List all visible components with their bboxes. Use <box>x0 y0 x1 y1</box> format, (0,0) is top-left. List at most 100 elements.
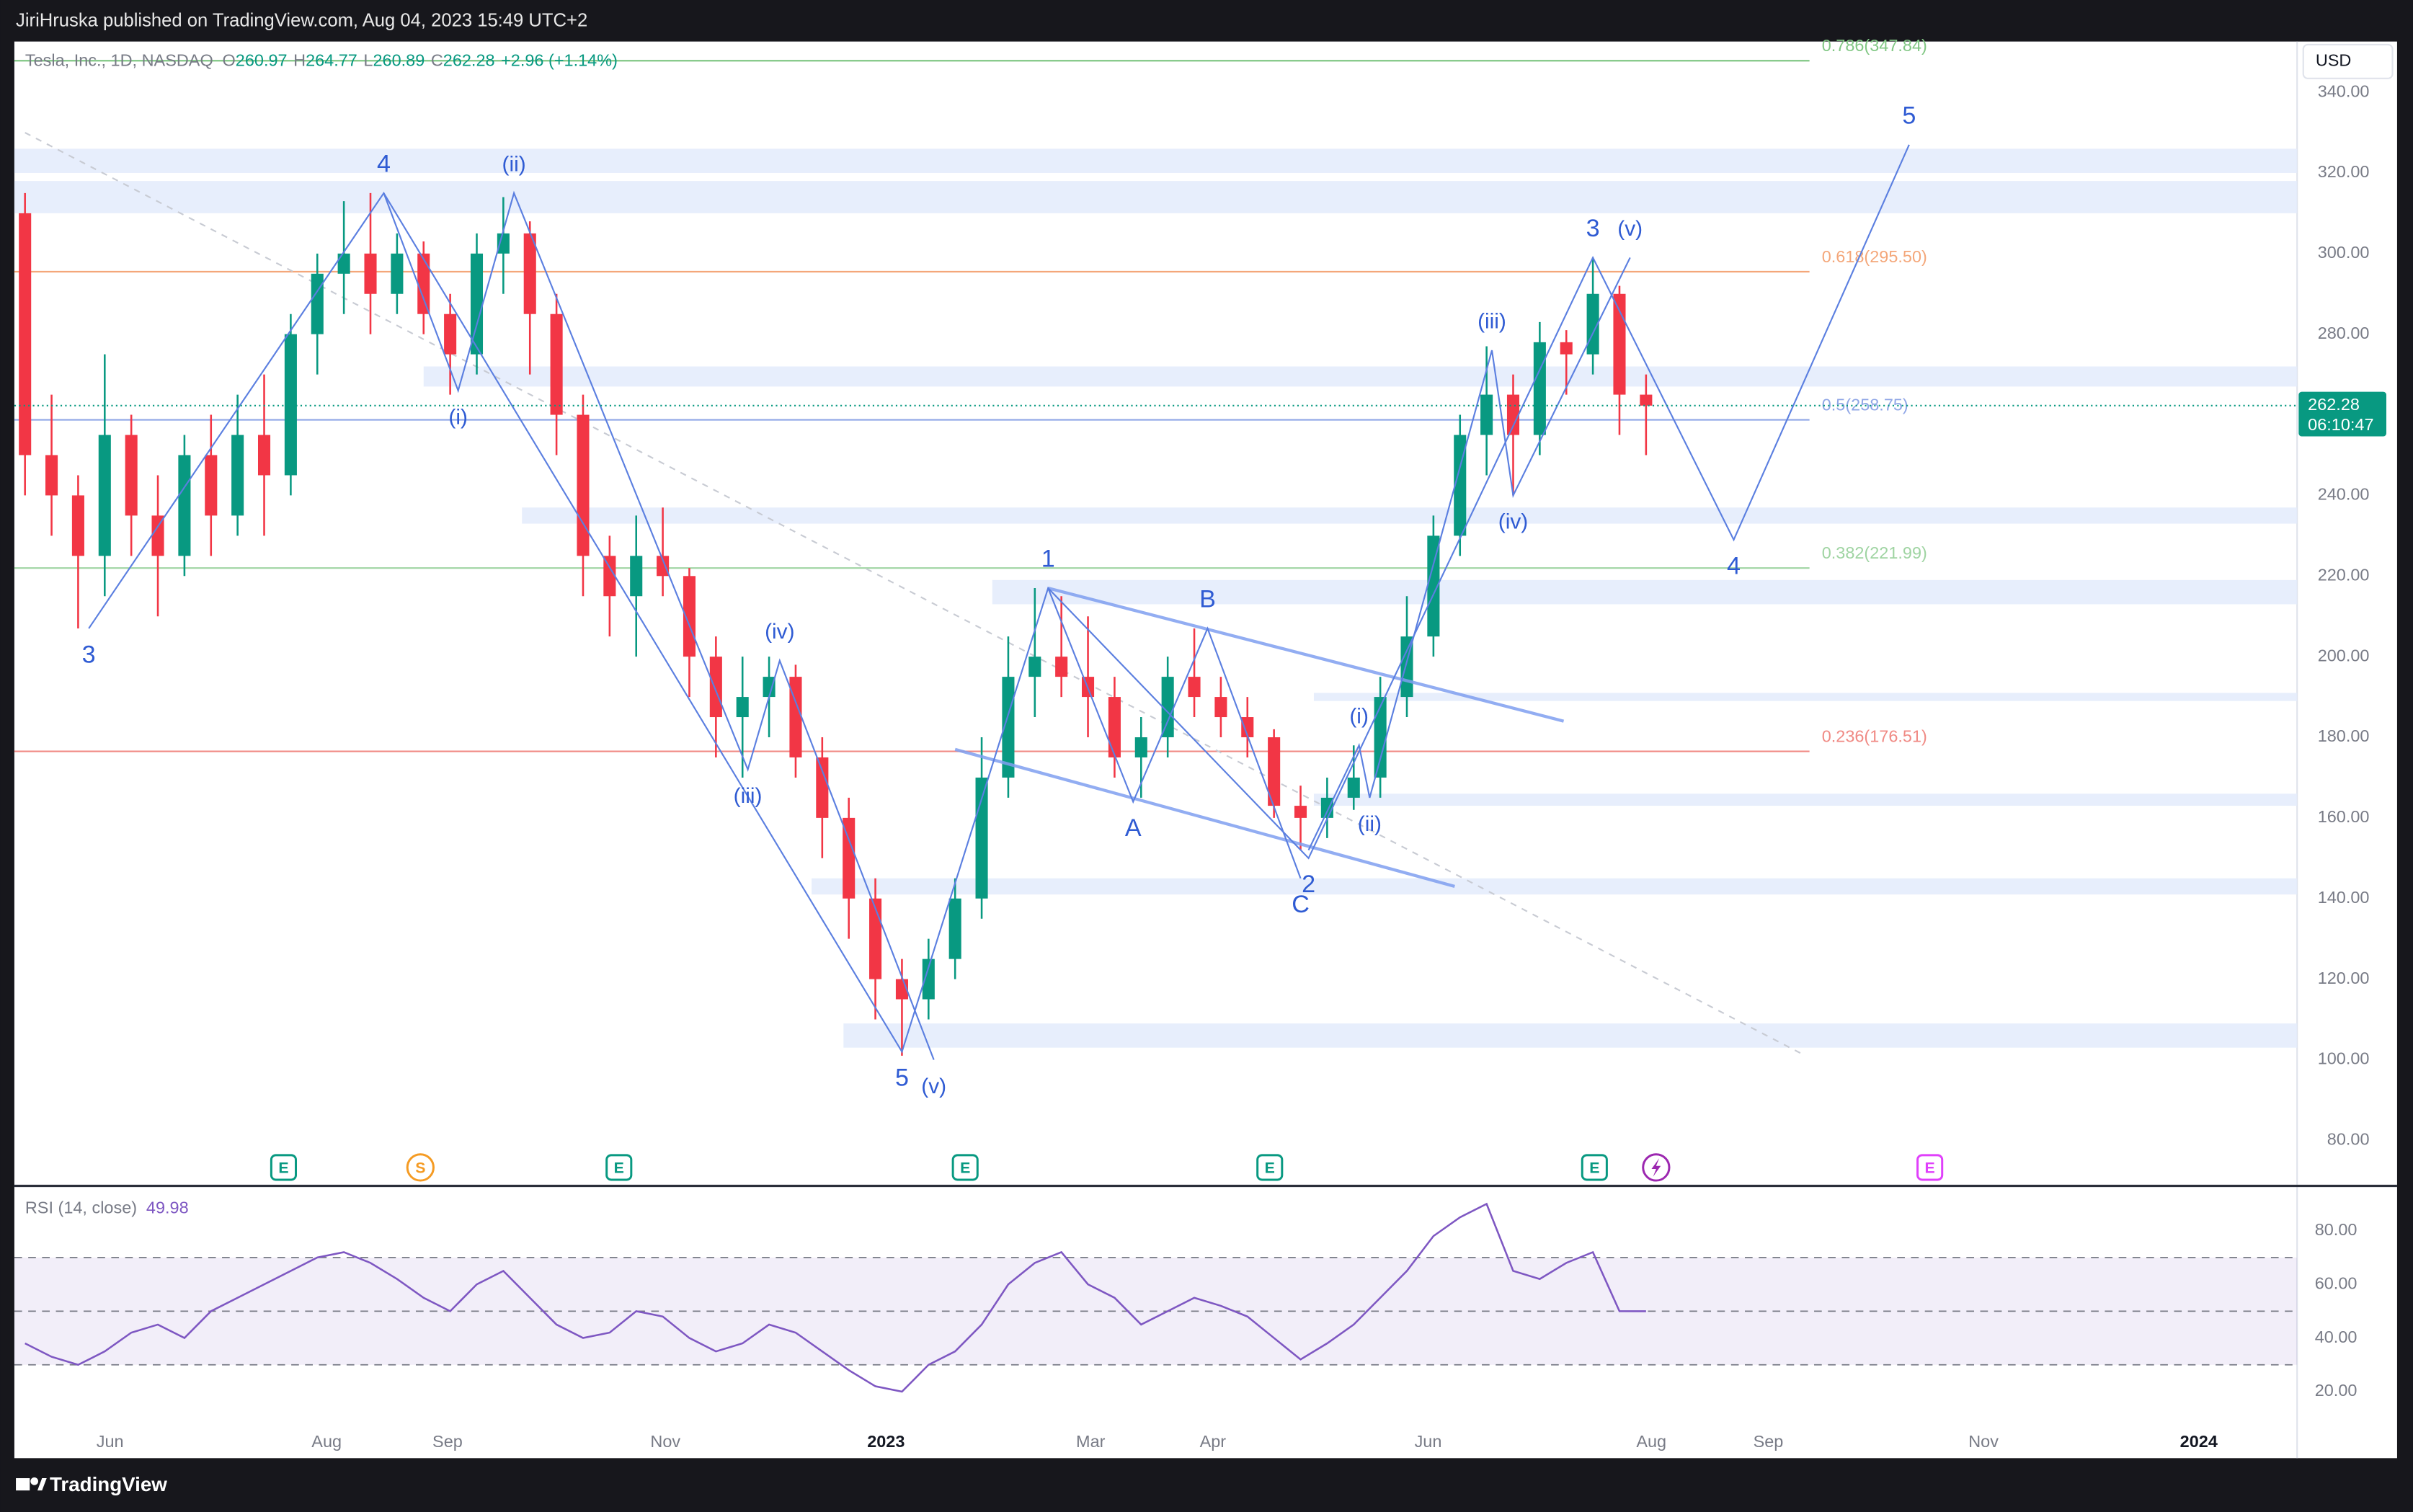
candle-body <box>843 817 856 899</box>
candle-body <box>1294 806 1307 818</box>
currency: USD <box>2316 51 2352 70</box>
x-tick-label: 2024 <box>2180 1432 2218 1451</box>
y-tick-label: 300.00 <box>2318 243 2370 262</box>
wave-label: (iv) <box>765 620 794 644</box>
y-tick-label: 80.00 <box>2327 1130 2370 1149</box>
price-tag <box>2298 391 2386 437</box>
y-tick-label: 340.00 <box>2318 81 2370 100</box>
wave-label: B <box>1199 586 1216 613</box>
candle-body <box>1533 342 1546 435</box>
wave-label: 3 <box>1586 215 1600 242</box>
candle-body <box>922 959 935 1000</box>
candle-body <box>789 677 802 757</box>
candle-body <box>311 273 324 334</box>
wave-label: (iii) <box>734 784 763 808</box>
wave-label: (i) <box>448 405 468 429</box>
candle-body <box>470 253 484 355</box>
candle-body <box>257 435 271 476</box>
candle-body <box>1214 697 1227 718</box>
candle-body <box>736 697 749 718</box>
candle-body <box>364 253 377 294</box>
candle-body <box>603 556 616 597</box>
candle-body <box>125 435 138 516</box>
event-label: E <box>960 1160 970 1177</box>
candle-body <box>178 455 191 556</box>
zone <box>992 579 2298 605</box>
event-label: E <box>1265 1160 1275 1177</box>
x-tick-label: Sep <box>1754 1432 1784 1451</box>
wave-label: (v) <box>921 1075 946 1098</box>
wave-label: 4 <box>1727 552 1741 579</box>
y-tick-label: 140.00 <box>2318 888 2370 907</box>
wave-label: 3 <box>82 641 96 668</box>
wave-label: (ii) <box>502 152 526 176</box>
zone <box>843 1023 2298 1048</box>
zone <box>522 507 2298 524</box>
countdown: 06:10:47 <box>2308 415 2373 434</box>
candle-body <box>1161 677 1174 738</box>
wave-label: (v) <box>1617 217 1643 241</box>
candle-body <box>1241 717 1254 738</box>
wave-label: (iv) <box>1498 510 1528 534</box>
candle-body <box>1002 677 1015 778</box>
candle-body <box>444 313 457 355</box>
candle-body <box>1560 342 1573 355</box>
y-tick-label: 220.00 <box>2318 565 2370 584</box>
candle-body <box>1028 657 1041 677</box>
price-tag-value: 262.28 <box>2308 395 2360 414</box>
event-label: E <box>1925 1160 1935 1177</box>
wave-label: (i) <box>1349 705 1369 729</box>
candle-body <box>523 233 536 314</box>
event-label: S <box>415 1160 425 1177</box>
candle-body <box>337 253 350 274</box>
candle-body <box>98 435 111 556</box>
candle-body <box>1268 737 1281 806</box>
rsi-tick-label: 20.00 <box>2315 1381 2358 1400</box>
legend-item: L <box>363 51 373 70</box>
x-tick-label: Jun <box>97 1432 124 1451</box>
legend: Tesla, Inc., 1D, NASDAQ O260.97 H264.77 L26… <box>25 51 618 70</box>
wave-label: C <box>1292 891 1310 918</box>
candle-body <box>1347 777 1360 798</box>
x-tick-label: Aug <box>1636 1432 1666 1451</box>
event-icon <box>270 1154 298 1181</box>
brand: TradingView <box>50 1473 167 1495</box>
candle-body <box>231 435 244 516</box>
candle-body <box>19 213 32 455</box>
candle-body <box>1480 394 1493 435</box>
candle-body <box>1134 737 1147 757</box>
candle-body <box>1055 657 1068 677</box>
rsi-name: RSI (14, close) <box>25 1199 137 1217</box>
y-tick-label: 120.00 <box>2318 969 2370 987</box>
fib-label: 0.382(221.99) <box>1822 543 1927 562</box>
x-tick-label: Aug <box>311 1432 342 1451</box>
candle-body <box>205 455 218 516</box>
y-tick-label: 200.00 <box>2318 646 2370 664</box>
legend-item: 260.89 <box>373 51 425 70</box>
candle-body <box>151 515 164 556</box>
event-icon <box>406 1153 435 1182</box>
legend-item: 262.28 <box>443 51 495 70</box>
candle-body <box>657 556 670 577</box>
channel-line <box>954 747 1455 889</box>
wave-label: (iii) <box>1477 310 1506 334</box>
fib-label: 0.236(176.51) <box>1822 727 1927 746</box>
candle-body <box>550 313 563 415</box>
candle-body <box>709 657 722 718</box>
legend-item: 264.77 <box>306 51 357 70</box>
currency-box[interactable] <box>2302 43 2394 79</box>
wave-label: 1 <box>1041 546 1055 573</box>
legend-item: C <box>431 51 443 70</box>
y-tick-label: 180.00 <box>2318 726 2370 745</box>
event-bolt <box>1651 1158 1661 1177</box>
wave-path <box>1047 587 1302 879</box>
y-tick-label: 320.00 <box>2318 162 2370 181</box>
candle-body <box>577 414 590 556</box>
legend-item: 260.97 <box>236 51 288 70</box>
fib-label: 0.5(258.75) <box>1822 396 1908 414</box>
legend-item: H <box>293 51 306 70</box>
zone <box>1313 793 2298 806</box>
candle-body <box>71 495 84 556</box>
